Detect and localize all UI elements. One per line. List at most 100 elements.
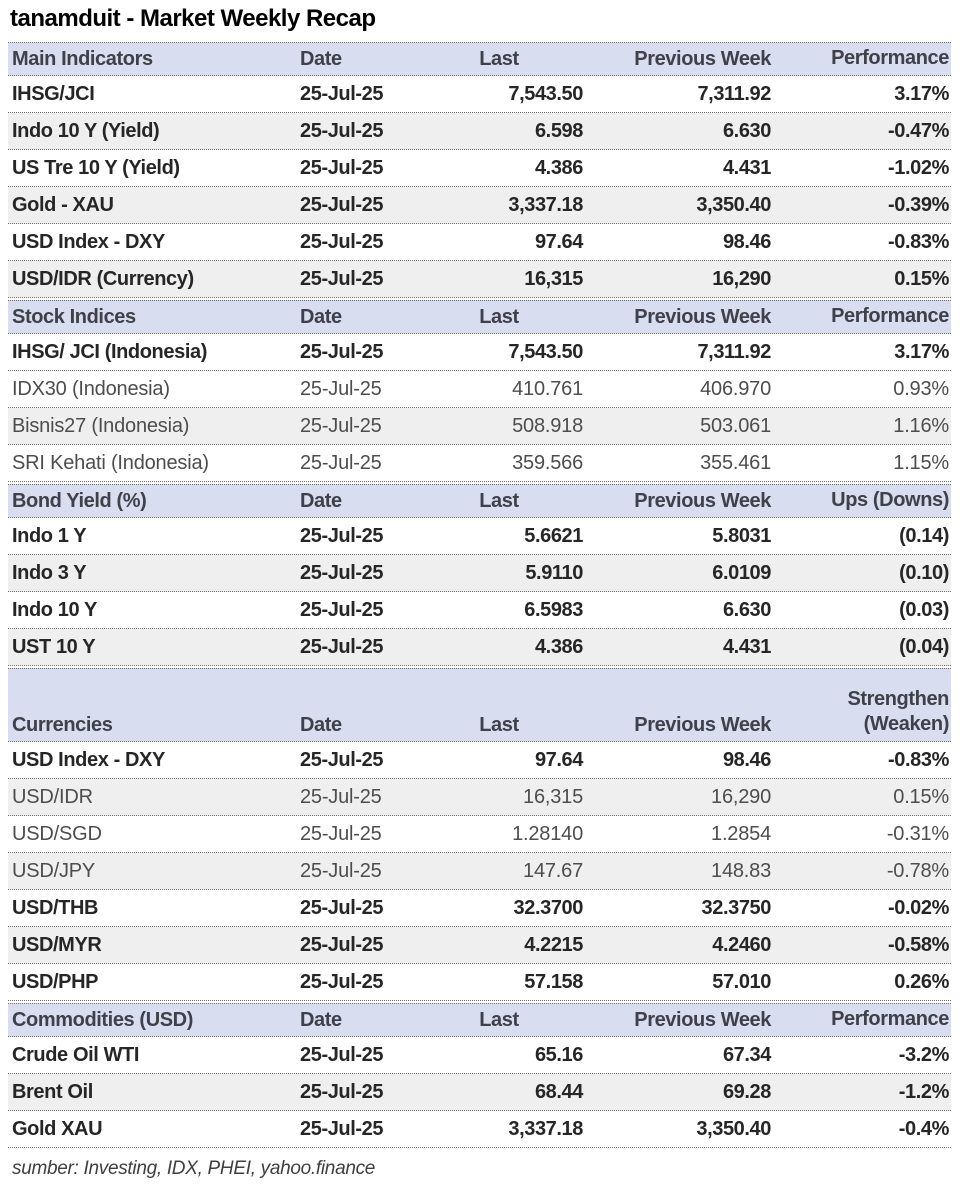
row-date: 25-Jul-25: [300, 785, 382, 808]
row-previous-week: 6.630: [722, 119, 771, 142]
row-last: 410.761: [512, 377, 583, 400]
col-header-change: Performance: [831, 1008, 949, 1030]
row-label: USD Index - DXY: [12, 748, 165, 771]
table-row: Indo 3 Y 25-Jul-25 5.9110 6.0109 (0.10): [8, 555, 951, 592]
row-previous-week: 6.0109: [712, 561, 771, 584]
row-change: 0.93%: [893, 377, 949, 400]
col-header-date: Date: [300, 48, 342, 70]
row-date: 25-Jul-25: [300, 156, 384, 179]
row-label: Indo 3 Y: [12, 561, 87, 584]
row-change: -0.31%: [886, 822, 949, 845]
col-header-previous-week: Previous Week: [634, 306, 771, 328]
table-row: Brent Oil 25-Jul-25 68.44 69.28 -1.2%: [8, 1074, 951, 1111]
section-header-row: Bond Yield (%) Date Last Previous Week U…: [8, 484, 951, 518]
row-previous-week: 32.3750: [701, 896, 772, 919]
row-last: 57.158: [524, 970, 583, 993]
row-last: 147.67: [523, 859, 583, 882]
row-date: 25-Jul-25: [300, 230, 384, 253]
row-previous-week: 1.2854: [711, 822, 771, 845]
col-header-last: Last: [479, 490, 519, 512]
row-change: -0.02%: [888, 896, 949, 919]
table-row: IHSG/ JCI (Indonesia) 25-Jul-25 7,543.50…: [8, 334, 951, 371]
row-change: 3.17%: [894, 340, 949, 363]
row-previous-week: 16,290: [712, 267, 771, 290]
table-row: Indo 1 Y 25-Jul-25 5.6621 5.8031 (0.14): [8, 518, 951, 555]
row-previous-week: 57.010: [712, 970, 771, 993]
col-header-change: Performance: [831, 47, 949, 69]
section-bond-yield: Bond Yield (%) Date Last Previous Week U…: [8, 484, 951, 666]
row-change: -0.4%: [898, 1117, 950, 1140]
row-change: (0.03): [899, 598, 949, 621]
row-previous-week: 6.630: [722, 598, 771, 621]
row-change: (0.10): [899, 561, 949, 584]
row-label: IDX30 (Indonesia): [12, 377, 170, 400]
row-date: 25-Jul-25: [300, 1043, 384, 1066]
table-row: SRI Kehati (Indonesia) 25-Jul-25 359.566…: [8, 445, 951, 482]
row-last: 4.386: [534, 156, 583, 179]
row-last: 7,543.50: [508, 340, 583, 363]
row-change: -3.2%: [898, 1043, 950, 1066]
row-date: 25-Jul-25: [300, 635, 384, 658]
row-last: 5.6621: [524, 524, 583, 547]
table-row: USD/MYR 25-Jul-25 4.2215 4.2460 -0.58%: [8, 927, 951, 964]
section-rows: IHSG/JCI 25-Jul-25 7,543.50 7,311.92 3.1…: [8, 76, 951, 298]
row-previous-week: 7,311.92: [697, 82, 771, 105]
section-title: Stock Indices: [12, 306, 136, 328]
col-header-date: Date: [300, 490, 342, 512]
row-label: USD/IDR (Currency): [12, 267, 194, 290]
row-change: (0.04): [899, 635, 949, 658]
row-label: USD/PHP: [12, 970, 99, 993]
row-previous-week: 4.2460: [712, 933, 771, 956]
row-date: 25-Jul-25: [300, 970, 384, 993]
row-label: USD/JPY: [12, 859, 96, 882]
row-previous-week: 98.46: [722, 748, 771, 771]
row-change: 1.16%: [893, 414, 949, 437]
section-title: Commodities (USD): [12, 1009, 193, 1031]
row-change: 0.15%: [894, 267, 949, 290]
col-header-previous-week: Previous Week: [634, 48, 771, 70]
row-label: Gold - XAU: [12, 193, 114, 216]
row-date: 25-Jul-25: [300, 1080, 384, 1103]
col-header-last: Last: [479, 306, 519, 328]
row-last: 7,543.50: [508, 82, 583, 105]
row-last: 65.16: [534, 1043, 583, 1066]
table-row: USD Index - DXY 25-Jul-25 97.64 98.46 -0…: [8, 224, 951, 261]
col-header-date: Date: [300, 306, 342, 328]
table-row: UST 10 Y 25-Jul-25 4.386 4.431 (0.04): [8, 629, 951, 666]
row-label: USD/IDR: [12, 785, 93, 808]
section-header-row: Main Indicators Date Last Previous Week …: [8, 42, 951, 76]
row-last: 16,315: [524, 267, 583, 290]
table-row: USD/IDR (Currency) 25-Jul-25 16,315 16,2…: [8, 261, 951, 298]
row-label: SRI Kehati (Indonesia): [12, 451, 209, 474]
row-label: Crude Oil WTI: [12, 1043, 140, 1066]
row-last: 32.3700: [513, 896, 584, 919]
table-row: USD/PHP 25-Jul-25 57.158 57.010 0.26%: [8, 964, 951, 1001]
table-row: Bisnis27 (Indonesia) 25-Jul-25 508.918 5…: [8, 408, 951, 445]
row-label: Brent Oil: [12, 1080, 93, 1103]
row-previous-week: 98.46: [722, 230, 771, 253]
row-previous-week: 503.061: [700, 414, 771, 437]
section-commodities-usd: Commodities (USD) Date Last Previous Wee…: [8, 1003, 951, 1148]
section-main-indicators: Main Indicators Date Last Previous Week …: [8, 42, 951, 298]
col-header-last: Last: [479, 1009, 519, 1031]
col-header-last: Last: [479, 714, 519, 736]
row-last: 5.9110: [525, 561, 583, 584]
col-header-last: Last: [479, 48, 519, 70]
col-header-previous-week: Previous Week: [634, 1009, 771, 1031]
row-date: 25-Jul-25: [300, 524, 384, 547]
row-last: 3,337.18: [508, 1117, 583, 1140]
row-change: -1.2%: [898, 1080, 950, 1103]
row-previous-week: 7,311.92: [697, 340, 771, 363]
row-last: 359.566: [512, 451, 583, 474]
row-label: USD/MYR: [12, 933, 102, 956]
row-previous-week: 3,350.40: [696, 193, 771, 216]
row-last: 1.28140: [512, 822, 583, 845]
table-row: Indo 10 Y (Yield) 25-Jul-25 6.598 6.630 …: [8, 113, 951, 150]
row-label: Indo 10 Y: [12, 598, 97, 621]
row-date: 25-Jul-25: [300, 340, 384, 363]
row-previous-week: 5.8031: [712, 524, 771, 547]
row-date: 25-Jul-25: [300, 1117, 384, 1140]
row-last: 6.5983: [524, 598, 583, 621]
sections-container: Main Indicators Date Last Previous Week …: [8, 42, 951, 1148]
